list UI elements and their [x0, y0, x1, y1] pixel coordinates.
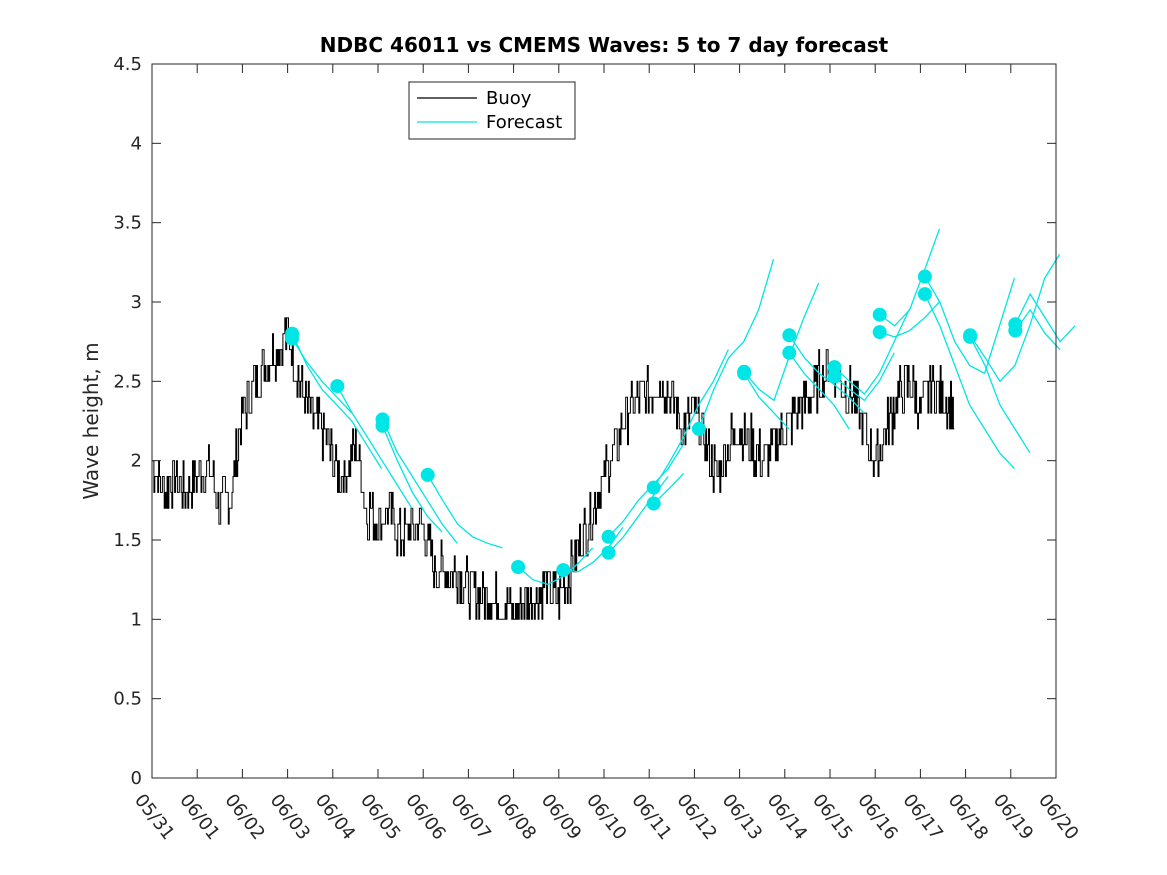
forecast-track-16 [788, 352, 850, 430]
forecast-track-20 [879, 301, 940, 338]
y-tick-label-1: 0.5 [113, 689, 142, 710]
forecast-track-25 [1014, 292, 1076, 343]
forecast-track-5 [427, 474, 503, 549]
forecast-track-23 [969, 254, 1061, 383]
legend-label-forecast: Forecast [486, 112, 562, 133]
forecast-marker-10 [646, 480, 661, 495]
forecast-marker-9 [601, 545, 616, 560]
forecast-track-6 [517, 547, 594, 586]
forecast-track-13 [743, 282, 820, 402]
legend-box [408, 81, 576, 140]
y-tick-label-4: 2 [131, 451, 142, 472]
forecast-track-8 [608, 444, 684, 538]
forecast-marker-19 [872, 307, 887, 322]
forecast-marker-7 [556, 563, 571, 578]
forecast-track-12 [698, 259, 775, 430]
forecast-track-19 [879, 228, 941, 327]
forecast-track-3 [381, 419, 458, 544]
forecast-marker-11 [646, 496, 661, 511]
forecast-marker-24 [963, 329, 978, 344]
forecast-track-24 [969, 336, 1031, 454]
y-tick-label-3: 1.5 [113, 530, 142, 551]
forecast-track-21 [924, 276, 1016, 375]
forecast-marker-26 [1008, 323, 1023, 338]
forecast-track-15 [788, 334, 865, 414]
forecast-marker-18 [827, 369, 842, 384]
forecast-marker-2 [330, 379, 345, 394]
forecast-marker-6 [511, 560, 526, 574]
forecast-track-1 [291, 338, 353, 414]
forecast-marker-20 [872, 325, 887, 340]
forecast-marker-4 [375, 418, 390, 433]
forecast-marker-22 [917, 287, 932, 302]
legend-label-buoy: Buoy [486, 88, 532, 109]
forecast-marker-12 [691, 421, 706, 436]
y-tick-label-5: 2.5 [113, 371, 142, 392]
forecast-track-18 [834, 352, 895, 402]
forecast-marker-15 [782, 328, 797, 343]
y-tick-label-0: 0 [131, 768, 142, 789]
forecast-track-10 [653, 349, 729, 488]
chart-title: NDBC 46011 vs CMEMS Waves: 5 to 7 day fo… [320, 33, 889, 57]
forecast-track-2 [336, 385, 413, 509]
forecast-marker-16 [782, 345, 797, 360]
y-tick-label-8: 4 [131, 133, 142, 154]
forecast-marker-5 [420, 467, 435, 482]
forecast-track-22 [924, 293, 1015, 470]
forecast-marker-21 [917, 269, 932, 284]
forecast-marker-1 [285, 331, 300, 346]
y-tick-label-7: 3.5 [113, 213, 142, 234]
y-tick-label-9: 4.5 [113, 54, 142, 75]
forecast-track-26 [1014, 308, 1061, 351]
legend: Buoy Forecast [408, 81, 576, 140]
forecast-track-14 [743, 373, 790, 430]
y-tick-label-2: 1 [131, 609, 142, 630]
forecast-track-4 [381, 425, 443, 533]
forecast-marker-8 [601, 529, 616, 544]
plot-area [152, 228, 1076, 620]
y-tick-label-6: 3 [131, 292, 142, 313]
forecast-marker-14 [737, 366, 752, 381]
y-axis-label: Wave height, m [79, 342, 103, 499]
forecast-track-0 [291, 333, 383, 469]
